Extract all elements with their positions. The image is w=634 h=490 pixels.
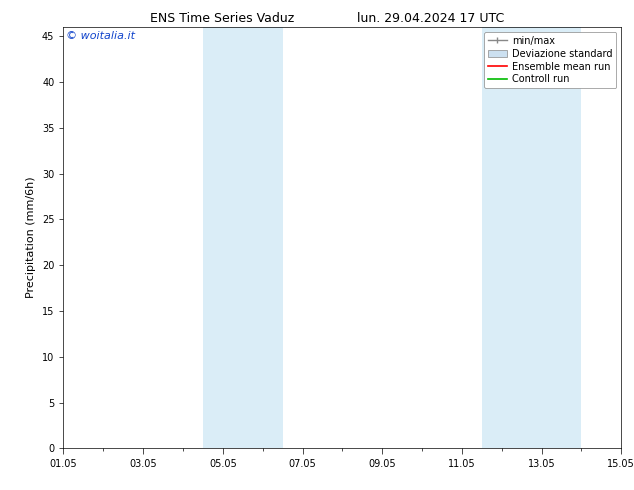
Bar [223, 27, 283, 448]
Legend: min/max, Deviazione standard, Ensemble mean run, Controll run: min/max, Deviazione standard, Ensemble m… [484, 32, 616, 88]
Bar [203, 27, 223, 448]
Bar [482, 27, 501, 448]
Text: ENS Time Series Vaduz: ENS Time Series Vaduz [150, 12, 294, 25]
Text: lun. 29.04.2024 17 UTC: lun. 29.04.2024 17 UTC [358, 12, 505, 25]
Text: © woitalia.it: © woitalia.it [66, 31, 135, 41]
Bar [501, 27, 581, 448]
Y-axis label: Precipitation (mm/6h): Precipitation (mm/6h) [27, 177, 36, 298]
